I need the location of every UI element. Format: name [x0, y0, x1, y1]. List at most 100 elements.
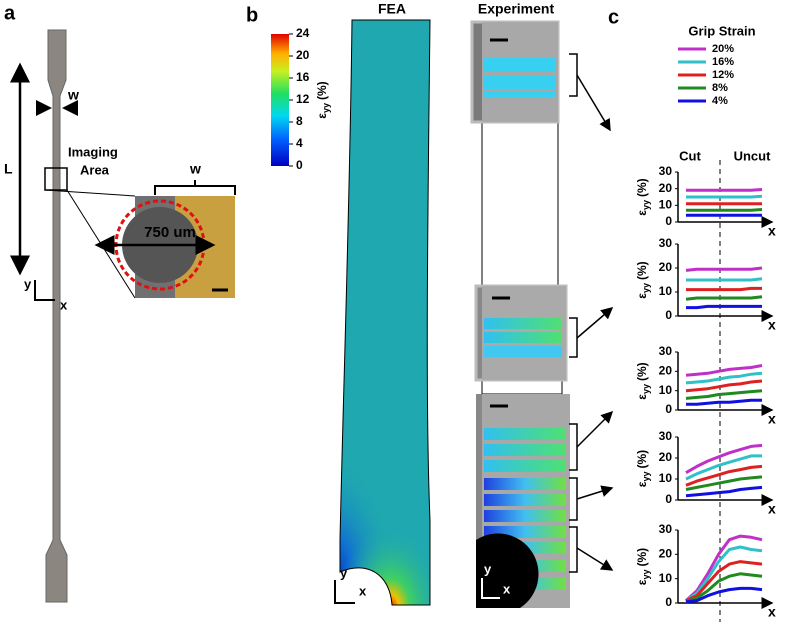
colorbar-label: εyy(%): [315, 81, 331, 118]
axes-glyph: [481, 578, 500, 599]
series-line: [686, 208, 763, 212]
x-axis-label: x: [768, 223, 776, 239]
series-line: [685, 586, 763, 604]
colorbar-tick-label: 16: [296, 70, 310, 84]
y-tick-label: 30: [659, 429, 673, 443]
series-line: [685, 572, 763, 604]
series-line: [685, 454, 762, 481]
series-line: [685, 295, 763, 301]
width-label: w: [67, 87, 79, 103]
region-label: Cut: [679, 148, 701, 163]
y-axis-label-part: yy: [641, 200, 651, 210]
brackets: [569, 53, 614, 573]
y-tick-label: 10: [659, 198, 673, 212]
axes-glyph: [334, 580, 355, 604]
y-axis-label-part: ε: [635, 394, 649, 400]
y-tick-label: 20: [659, 364, 673, 378]
axis-label: y: [340, 565, 348, 580]
y-tick-label: 10: [659, 383, 673, 397]
y-tick-label: 20: [659, 260, 673, 274]
series-line: [685, 389, 763, 400]
y-tick-label: 30: [659, 344, 673, 358]
diameter-label: 750 um: [144, 224, 196, 241]
series-line: [686, 194, 763, 199]
legend-label: 16%: [712, 56, 734, 68]
experiment-title: Experiment: [478, 1, 555, 17]
specimen-outline: [481, 121, 559, 287]
axis-label: x: [359, 583, 367, 598]
y-axis-label-part: yy: [641, 569, 651, 579]
panel-b: b FEA Experiment εyy(%) y x: [246, 1, 614, 608]
colorbar-tick-label: 4: [296, 136, 303, 150]
y-axis-label-part: yy: [641, 283, 651, 293]
series-line: [685, 371, 763, 385]
series-line: [685, 464, 763, 487]
panel-c: c Grip Strain Cut Uncut: [608, 6, 771, 622]
y-axis-label-part: (%): [635, 261, 649, 280]
series-line: [686, 188, 763, 192]
series-line: [684, 534, 763, 602]
y-axis-label-part: ε: [635, 579, 649, 585]
y-axis-label-part: ε: [635, 210, 649, 216]
y-axis-label: εyy (%): [635, 261, 651, 298]
legend-label: 20%: [712, 43, 734, 55]
imaging-label: Area: [80, 162, 110, 177]
axis-label: y: [484, 561, 492, 576]
series-line: [686, 286, 762, 292]
colorbar-tick-label: 24: [296, 26, 310, 40]
axis-label: y: [24, 276, 32, 291]
series-line: [685, 266, 763, 272]
region-label: Uncut: [734, 148, 772, 163]
imaging-label: Imaging: [68, 144, 118, 159]
y-tick-label: 10: [659, 571, 673, 585]
axis-label: x: [60, 297, 68, 312]
y-tick-label: 0: [665, 214, 672, 228]
colorbar-tick-label: 8: [296, 114, 303, 128]
y-axis-label-part: (%): [635, 450, 649, 469]
y-tick-label: 20: [659, 181, 673, 195]
y-axis-label-part: (%): [635, 362, 649, 381]
length-label: L: [4, 161, 13, 177]
y-tick-label: 20: [659, 450, 673, 464]
colorbar-tick-label: 20: [296, 48, 310, 62]
series-line: [685, 485, 763, 498]
y-axis-label-part: yy: [641, 471, 651, 481]
y-tick-label: 10: [659, 284, 673, 298]
axes-glyph: [34, 280, 55, 301]
series-line: [685, 443, 763, 474]
panel-label: b: [246, 4, 258, 26]
y-axis-label-part: (%): [635, 548, 649, 567]
fea-title: FEA: [378, 1, 406, 17]
y-axis-label-part: yy: [641, 384, 651, 394]
zoom-line: [44, 189, 136, 197]
y-tick-label: 0: [665, 595, 672, 609]
y-tick-label: 0: [665, 402, 672, 416]
x-axis-label: x: [768, 317, 776, 333]
x-axis-label: x: [768, 411, 776, 427]
series-line: [686, 277, 763, 282]
series-line: [686, 304, 762, 310]
inset-width-label: w: [189, 161, 201, 177]
legend-label: 4%: [712, 95, 728, 107]
x-axis-label: x: [768, 501, 776, 517]
panel-a: a w L Imaging Area 750 um w y x: [4, 2, 236, 603]
legend-label: 12%: [712, 69, 734, 81]
y-tick-label: 30: [659, 236, 673, 250]
colorbar: [271, 34, 289, 166]
y-axis-label-part: ε: [635, 293, 649, 299]
panel-label: a: [4, 2, 16, 24]
fea-field: [340, 20, 430, 605]
imaging-box: [44, 167, 68, 191]
specimen: [45, 29, 68, 603]
axis-label: x: [503, 581, 511, 596]
y-tick-label: 20: [659, 547, 673, 561]
colorbar-tick-label: 12: [296, 92, 310, 106]
y-axis-label: εyy (%): [635, 362, 651, 399]
series-line: [685, 545, 763, 602]
legend-label: 8%: [712, 82, 728, 94]
y-axis-label: εyy (%): [635, 548, 651, 585]
series-line: [685, 379, 763, 393]
fea-outline: [339, 19, 431, 606]
y-tick-label: 30: [659, 164, 673, 178]
